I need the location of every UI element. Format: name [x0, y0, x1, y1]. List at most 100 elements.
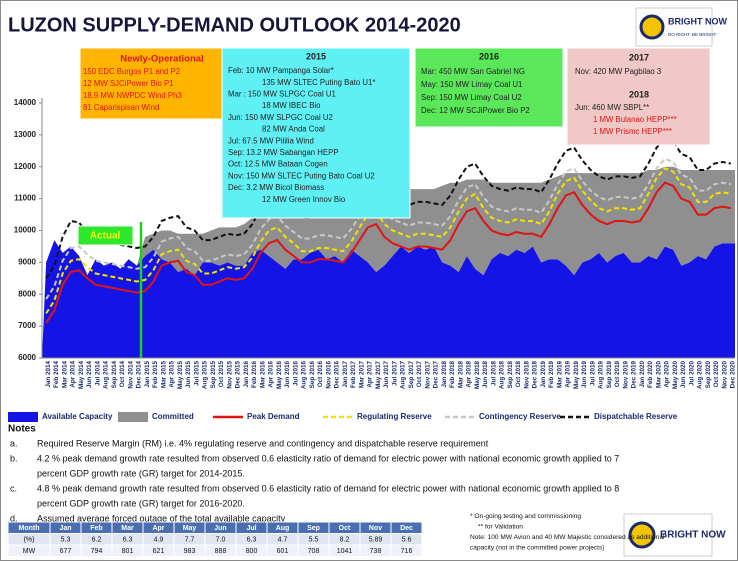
annotation-title: 2015 [306, 51, 326, 61]
x-tick-label: Feb 2014 [53, 361, 60, 388]
x-tick-label: Feb 2020 [647, 361, 654, 388]
annotation-line: 18.9 MW NWPDC Wind Ph3 [83, 91, 182, 100]
note-letter: a. [10, 438, 18, 448]
x-tick-label: Feb 2016 [251, 361, 258, 388]
x-tick-label: Nov 2016 [325, 361, 332, 389]
annotation-line: Nov: 420 MW Pagbilao 3 [575, 67, 661, 76]
annotation-line: 82 MW Anda Coal [262, 125, 325, 134]
table-text: 6.3 [247, 537, 257, 544]
x-tick-label: Nov 2017 [424, 361, 431, 389]
x-tick-label: Feb 2019 [548, 361, 555, 388]
x-tick-label: Sep 2019 [606, 361, 613, 389]
annotation-line: Nov: 150 MW SLTEC Puting Bato Coal U2 [228, 171, 375, 180]
x-tick-label: May 2019 [573, 361, 580, 390]
notes-title: Notes [8, 424, 36, 435]
annotation-line: Jun: 150 MW SLPGC Coal U2 [228, 113, 333, 122]
table-text: 5.6 [402, 537, 412, 544]
logo-name: BRIGHT NOW [668, 16, 727, 26]
table-text: 800 [246, 548, 258, 555]
annotation-line: 81 Caparispisan Wind [83, 103, 159, 112]
x-tick-label: Mar 2020 [655, 361, 662, 388]
annotation-line: 12 MW SJCiPower Bio P1 [83, 79, 174, 88]
x-tick-label: May 2015 [177, 361, 184, 390]
x-tick-label: May 2016 [276, 361, 283, 390]
x-tick-label: Jan 2018 [441, 361, 448, 388]
table-text: 716 [401, 548, 413, 555]
side-note: Note: 100 MW Avion and 40 MW Majestic co… [470, 534, 665, 541]
annotation-line: Feb: 10 MW Pampanga Solar* [228, 66, 334, 75]
logo-sun [639, 14, 665, 40]
table-text: 5.3 [61, 537, 71, 544]
annotation-line: 18 MW IBEC Bio [262, 101, 321, 110]
x-tick-label: Aug 2014 [103, 361, 110, 389]
annotation-line: Dec: 12 MW SCJiPower Bio P2 [421, 106, 530, 115]
annotation-line: 135 MW SLTEC Puting Bato U1* [262, 78, 375, 87]
table-text: 738 [370, 548, 382, 555]
table-text: 8.2 [340, 537, 350, 544]
x-tick-label: Apr 2019 [565, 361, 572, 388]
x-tick-label: Mar 2017 [358, 361, 365, 388]
x-tick-label: Aug 2016 [301, 361, 308, 389]
annotation-box [79, 47, 246, 120]
annotation-line: 150 EDC Burgos P1 and P2 [83, 67, 180, 76]
logo-bottom: BRIGHT NOW [623, 513, 726, 557]
x-tick-label: Jun 2018 [482, 361, 489, 388]
annotation-line: 1 MW Prismc HEPP*** [593, 127, 672, 136]
note-text: 4.2 % peak demand growth rate resulted f… [37, 453, 619, 463]
x-tick-label: Jun 2014 [86, 361, 93, 388]
table-text: 708 [308, 548, 320, 555]
x-tick-label: Feb 2015 [152, 361, 159, 388]
x-tick-label: Jan 2020 [639, 361, 646, 388]
table-text: 601 [277, 548, 289, 555]
table-text: Nov [369, 525, 382, 532]
x-tick-label: Mar 2016 [259, 361, 266, 388]
x-tick-label: Dec 2020 [730, 361, 737, 389]
legend-label: Peak Demand [247, 412, 300, 421]
x-tick-label: Oct 2019 [614, 361, 621, 388]
y-tick-label: 6000 [18, 353, 36, 362]
x-tick-label: Jul 2019 [589, 361, 596, 386]
actual-box [77, 225, 134, 246]
annotation-title: Newly-Operational [120, 54, 203, 65]
table-text: 5.89 [369, 537, 383, 544]
x-tick-label: Apr 2014 [70, 361, 77, 388]
table-text: 888 [215, 548, 227, 555]
annotation-line: Mar : 150 MW SLPGC Coal U1 [228, 89, 336, 98]
table-text: Mar [121, 525, 134, 532]
legend-label: Contingency Reserve [479, 412, 561, 421]
annotation-title: 2018 [629, 89, 649, 99]
line [45, 157, 732, 300]
y-tick-label: 9000 [18, 257, 36, 266]
x-tick-label: May 2014 [78, 361, 85, 390]
x-tick-label: Oct 2018 [515, 361, 522, 388]
annotation-line: Sep: 13.2 MW Sabangan HEPP [228, 148, 339, 157]
x-tick-label: Oct 2016 [317, 361, 324, 388]
table-text: 4.9 [154, 537, 164, 544]
x-tick-label: Jan 2015 [144, 361, 151, 388]
x-tick-label: Oct 2015 [218, 361, 225, 388]
table-text: Dec [400, 525, 413, 532]
side-note: capacity (not in the committed power pro… [470, 544, 605, 551]
legend-swatch [118, 412, 148, 422]
x-tick-label: Aug 2018 [499, 361, 506, 389]
x-tick-label: Jul 2014 [94, 361, 101, 386]
x-tick-label: Dec 2018 [532, 361, 539, 389]
x-tick-label: Sep 2015 [210, 361, 217, 389]
table-text: Aug [276, 525, 290, 532]
table-text: 621 [153, 548, 165, 555]
y-tick-label: 14000 [14, 98, 37, 107]
x-tick-label: Aug 2017 [400, 361, 407, 389]
x-tick-label: Aug 2019 [598, 361, 605, 389]
x-tick-label: May 2018 [474, 361, 481, 390]
note-text: 4.8 % peak demand growth rate resulted f… [37, 483, 619, 493]
annotation-line: 12 MW Green Innov Bio [262, 195, 346, 204]
x-tick-label: Nov 2019 [622, 361, 629, 389]
x-tick-label: Dec 2015 [235, 361, 242, 389]
logo-tagline: DO RIGHT. BE BRIGHT. [668, 32, 717, 37]
y-tick-label: 8000 [18, 289, 36, 298]
x-tick-label: Oct 2020 [713, 361, 720, 388]
y-tick-label: 13000 [14, 130, 37, 139]
x-tick-label: May 2020 [672, 361, 679, 390]
x-tick-label: Apr 2020 [664, 361, 671, 388]
line [45, 181, 732, 324]
